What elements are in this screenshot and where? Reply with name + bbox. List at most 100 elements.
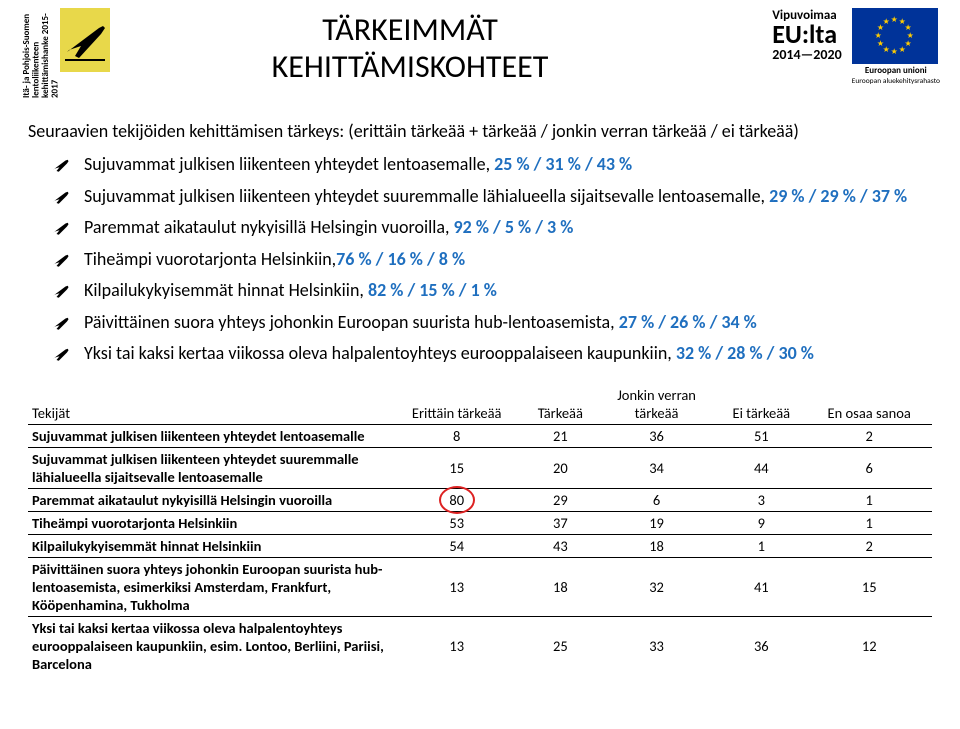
page-title: TÄRKEIMMÄT KEHITTÄMISKOHTEET	[110, 8, 710, 86]
table-cell: 53	[390, 511, 524, 534]
row-label: Sujuvammat julkisen liikenteen yhteydet …	[28, 424, 390, 447]
bullet-item: Päivittäinen suora yhteys johonkin Euroo…	[52, 311, 932, 338]
title-line-1: TÄRKEIMMÄT	[110, 12, 710, 49]
airplane-icon	[61, 16, 109, 64]
bullet-list: Sujuvammat julkisen liikenteen yhteydet …	[0, 153, 960, 384]
intro-text: Seuraavien tekijöiden kehittämisen tärke…	[0, 120, 960, 148]
table-cell: 25	[524, 616, 597, 675]
data-table: TekijätErittäin tärkeääTärkeääJonkin ver…	[28, 384, 932, 675]
table-cell: 32	[597, 557, 716, 616]
table-row: Sujuvammat julkisen liikenteen yhteydet …	[28, 424, 932, 447]
table-cell: 80	[390, 488, 524, 511]
table-header: Ei tärkeää	[716, 384, 806, 425]
table-row: Yksi tai kaksi kertaa viikossa oleva hal…	[28, 616, 932, 675]
bullet-text: Päivittäinen suora yhteys johonkin Euroo…	[84, 311, 757, 334]
highlight-circle-icon	[439, 486, 475, 514]
table-cell: 1	[716, 534, 806, 557]
table-cell: 1	[806, 488, 932, 511]
vip-eu: EU:lta	[772, 23, 841, 46]
eu-label-1: Euroopan unioni	[852, 66, 940, 76]
table-cell: 15	[390, 447, 524, 488]
eu-flag-icon: ★★★★★★★★★★★★	[852, 8, 938, 64]
bullet-text: Paremmat aikataulut nykyisillä Helsingin…	[84, 216, 573, 239]
table-row: Sujuvammat julkisen liikenteen yhteydet …	[28, 447, 932, 488]
table-row: Kilpailukykyisemmät hinnat Helsinkiin544…	[28, 534, 932, 557]
bullet-item: Sujuvammat julkisen liikenteen yhteydet …	[52, 153, 932, 180]
table-cell: 43	[524, 534, 597, 557]
table-cell: 34	[597, 447, 716, 488]
table-cell: 13	[390, 616, 524, 675]
table-cell: 3	[716, 488, 806, 511]
row-label: Tiheämpi vuorotarjonta Helsinkiin	[28, 511, 390, 534]
bullet-item: Paremmat aikataulut nykyisillä Helsingin…	[52, 216, 932, 243]
row-label: Kilpailukykyisemmät hinnat Helsinkiin	[28, 534, 390, 557]
bullet-item: Sujuvammat julkisen liikenteen yhteydet …	[52, 185, 932, 212]
table-cell: 21	[524, 424, 597, 447]
bullet-highlight: 29 % / 29 % / 37 %	[769, 185, 907, 207]
airplane-bullet-icon	[52, 156, 70, 180]
project-logo-text: Itä- ja Pohjois-Suomen lentoliikenteen k…	[20, 8, 60, 98]
table-cell: 13	[390, 557, 524, 616]
table-cell: 36	[597, 424, 716, 447]
row-label: Päivittäinen suora yhteys johonkin Euroo…	[28, 557, 390, 616]
table-cell: 29	[524, 488, 597, 511]
table-cell: 20	[524, 447, 597, 488]
bullet-highlight: 25 % / 31 % / 43 %	[494, 153, 632, 175]
table-cell: 41	[716, 557, 806, 616]
bullet-highlight: 32 % / 28 % / 30 %	[676, 342, 814, 364]
bullet-text: Sujuvammat julkisen liikenteen yhteydet …	[84, 153, 632, 176]
table-cell: 19	[597, 511, 716, 534]
table-header: Erittäin tärkeää	[390, 384, 524, 425]
bullet-text: Sujuvammat julkisen liikenteen yhteydet …	[84, 185, 907, 208]
table-row: Paremmat aikataulut nykyisillä Helsingin…	[28, 488, 932, 511]
row-label: Sujuvammat julkisen liikenteen yhteydet …	[28, 447, 390, 488]
table-cell: 18	[597, 534, 716, 557]
airplane-bullet-icon	[52, 219, 70, 243]
table-cell: 6	[597, 488, 716, 511]
table-cell: 8	[390, 424, 524, 447]
bullet-highlight: 27 % / 26 % / 34 %	[619, 311, 757, 333]
table-header: Jonkin verrantärkeää	[597, 384, 716, 425]
airplane-bullet-icon	[52, 282, 70, 306]
table-header: En osaa sanoa	[806, 384, 932, 425]
bullet-highlight: 92 % / 5 % / 3 %	[454, 216, 574, 238]
vipuvoimaa-logo: Vipuvoimaa EU:lta 2014—2020	[772, 8, 841, 63]
airplane-logo-box	[60, 8, 110, 72]
table-row: Päivittäinen suora yhteys johonkin Euroo…	[28, 557, 932, 616]
table-cell: 6	[806, 447, 932, 488]
bullet-item: Tiheämpi vuorotarjonta Helsinkiin,76 % /…	[52, 248, 932, 275]
table-cell: 12	[806, 616, 932, 675]
vip-years: 2014—2020	[772, 46, 841, 63]
table-header: Tekijät	[28, 384, 390, 425]
title-line-2: KEHITTÄMISKOHTEET	[110, 49, 710, 86]
project-logo: Itä- ja Pohjois-Suomen lentoliikenteen k…	[20, 8, 110, 98]
table-cell: 15	[806, 557, 932, 616]
table-cell: 18	[524, 557, 597, 616]
row-label: Paremmat aikataulut nykyisillä Helsingin…	[28, 488, 390, 511]
table-cell: 44	[716, 447, 806, 488]
bullet-text: Kilpailukykyisemmät hinnat Helsinkiin, 8…	[84, 279, 497, 302]
airplane-bullet-icon	[52, 188, 70, 212]
table-cell: 54	[390, 534, 524, 557]
table-cell: 9	[716, 511, 806, 534]
eu-logo: ★★★★★★★★★★★★ Euroopan unioni Euroopan al…	[852, 8, 940, 86]
eu-label-2: Euroopan aluekehitysrahasto	[852, 78, 940, 86]
bullet-highlight: 82 % / 15 % / 1 %	[368, 279, 497, 301]
airplane-bullet-icon	[52, 314, 70, 338]
bullet-text: Tiheämpi vuorotarjonta Helsinkiin,76 % /…	[84, 248, 465, 271]
table-cell: 33	[597, 616, 716, 675]
airplane-bullet-icon	[52, 345, 70, 369]
table-cell: 2	[806, 424, 932, 447]
table-cell: 51	[716, 424, 806, 447]
table-cell: 2	[806, 534, 932, 557]
bullet-item: Yksi tai kaksi kertaa viikossa oleva hal…	[52, 342, 932, 369]
bullet-item: Kilpailukykyisemmät hinnat Helsinkiin, 8…	[52, 279, 932, 306]
table-header: Tärkeää	[524, 384, 597, 425]
table-cell: 1	[806, 511, 932, 534]
table-cell: 37	[524, 511, 597, 534]
funder-logos: Vipuvoimaa EU:lta 2014—2020 ★★★★★★★★★★★★…	[710, 8, 940, 86]
data-table-wrap: TekijätErittäin tärkeääTärkeääJonkin ver…	[0, 384, 960, 675]
row-label: Yksi tai kaksi kertaa viikossa oleva hal…	[28, 616, 390, 675]
table-cell: 36	[716, 616, 806, 675]
header: Itä- ja Pohjois-Suomen lentoliikenteen k…	[0, 0, 960, 120]
